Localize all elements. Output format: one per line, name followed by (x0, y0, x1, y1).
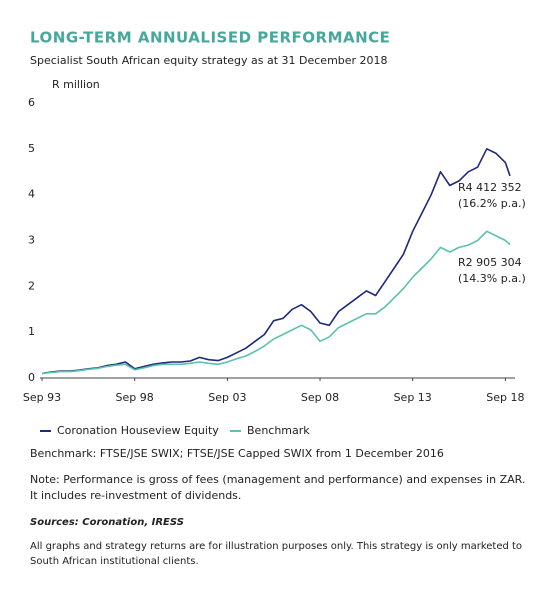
y-tick-label: 1 (28, 325, 35, 338)
y-axis-label: R million (52, 78, 100, 91)
x-tick-label: Sep 03 (208, 391, 246, 404)
chart-title: LONG-TERM ANNUALISED PERFORMANCE (30, 29, 390, 47)
chart-subtitle: Specialist South African equity strategy… (30, 54, 388, 67)
series-line (41, 230, 511, 375)
annotation: R4 412 352 (458, 181, 522, 194)
y-tick-label: 4 (28, 188, 35, 201)
annotation: (14.3% p.a.) (458, 272, 526, 285)
note: Note: Performance is gross of fees (mana… (30, 473, 525, 486)
note: It includes re-investment of dividends. (30, 489, 241, 502)
y-tick-label: 3 (28, 234, 35, 247)
x-tick-label: Sep 13 (394, 391, 432, 404)
annotation: R2 905 304 (458, 256, 522, 269)
benchmark-note: Benchmark: FTSE/JSE SWIX; FTSE/JSE Cappe… (30, 447, 444, 460)
annotation: (16.2% p.a.) (458, 197, 526, 210)
x-tick-label: Sep 08 (301, 391, 339, 404)
disclaimer: All graphs and strategy returns are for … (30, 541, 522, 552)
x-tick-label: Sep 98 (116, 391, 154, 404)
x-tick-label: Sep 18 (486, 391, 524, 404)
y-tick-label: 0 (28, 371, 35, 384)
legend-label: Benchmark (247, 424, 310, 437)
x-tick-label: Sep 93 (23, 391, 61, 404)
sources: Sources: Coronation, IRESS (30, 517, 184, 528)
legend-label: Coronation Houseview Equity (57, 424, 219, 437)
disclaimer: South African institutional clients. (30, 556, 199, 567)
y-tick-label: 5 (28, 142, 35, 155)
y-tick-label: 2 (28, 279, 35, 292)
y-tick-label: 6 (28, 96, 35, 109)
series-line (41, 148, 511, 375)
